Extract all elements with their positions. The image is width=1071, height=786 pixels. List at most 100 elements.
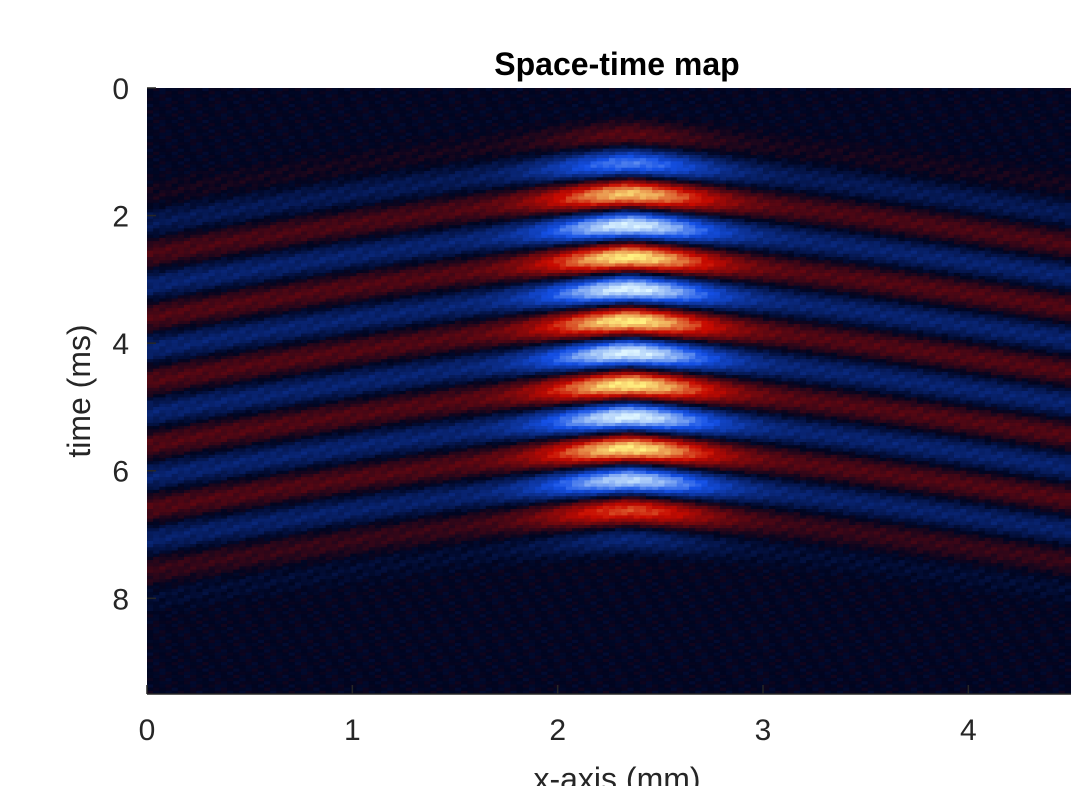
heatmap-cell <box>787 139 795 143</box>
heatmap-cell <box>923 100 930 105</box>
heatmap-cell <box>756 151 764 156</box>
heatmap-cell <box>528 139 536 143</box>
heatmap-cell <box>485 103 493 108</box>
heatmap-cell <box>775 88 783 92</box>
heatmap-cell <box>861 151 869 156</box>
heatmap-cell <box>307 107 314 111</box>
heatmap-cell <box>381 91 388 95</box>
heatmap-cell <box>1034 126 1041 131</box>
heatmap-cell <box>799 145 807 150</box>
heatmap-cell <box>947 113 955 118</box>
heatmap-cell <box>806 110 813 115</box>
heatmap-cell <box>1064 113 1071 118</box>
heatmap-cell <box>960 119 967 124</box>
heatmap-cell <box>886 123 893 127</box>
heatmap-cell <box>510 100 518 105</box>
heatmap-cell <box>270 94 277 99</box>
heatmap-cell <box>294 135 302 140</box>
heatmap-cell <box>381 113 388 118</box>
heatmap-cell <box>325 107 333 111</box>
heatmap-cell <box>325 142 333 147</box>
heatmap-cell <box>732 123 739 127</box>
heatmap-cell <box>270 88 277 92</box>
heatmap-cell <box>787 110 795 115</box>
heatmap-cell <box>639 126 647 131</box>
heatmap-cell <box>1003 97 1010 102</box>
heatmap-cell <box>245 145 253 150</box>
heatmap-cell <box>288 135 296 140</box>
heatmap-cell <box>165 97 173 102</box>
heatmap-cell <box>436 142 444 147</box>
heatmap-cell <box>855 148 863 153</box>
heatmap-cell <box>276 100 284 105</box>
heatmap-cell <box>516 107 524 111</box>
heatmap-cell <box>165 103 173 108</box>
heatmap-cell <box>159 126 167 131</box>
heatmap-cell <box>682 151 690 156</box>
heatmap-cell <box>516 88 524 92</box>
heatmap-cell <box>639 97 647 102</box>
heatmap-cell <box>664 132 672 137</box>
heatmap-cell <box>849 113 856 118</box>
heatmap-cell <box>196 123 204 127</box>
heatmap-cell <box>621 145 629 150</box>
heatmap-cell <box>239 100 247 105</box>
heatmap-cell <box>165 88 173 92</box>
heatmap-cell <box>362 116 370 121</box>
heatmap-cell <box>676 103 684 108</box>
heatmap-cell <box>461 126 468 131</box>
heatmap-cell <box>1034 116 1041 121</box>
heatmap-cell <box>479 126 487 131</box>
heatmap-cell <box>972 97 980 102</box>
heatmap-cell <box>245 142 253 147</box>
heatmap-cell <box>467 100 475 105</box>
heatmap-cell <box>498 151 505 156</box>
heatmap-cell <box>1064 142 1071 147</box>
heatmap-cell <box>621 97 629 102</box>
heatmap-cell <box>627 135 635 140</box>
heatmap-cell <box>331 100 339 105</box>
heatmap-cell <box>941 103 949 108</box>
heatmap-cell <box>553 91 561 95</box>
heatmap-cell <box>917 116 924 121</box>
heatmap-cell <box>251 142 259 147</box>
heatmap-cell <box>282 100 290 105</box>
heatmap-cell <box>867 113 875 118</box>
heatmap-cell <box>399 145 407 150</box>
heatmap-cell <box>941 129 949 134</box>
heatmap-cell <box>233 88 240 92</box>
heatmap-cell <box>270 145 277 150</box>
heatmap-cell <box>972 148 980 153</box>
heatmap-cell <box>147 110 154 115</box>
heatmap-cell <box>818 151 826 156</box>
heatmap-cell <box>337 94 345 99</box>
heatmap-cell <box>208 119 216 124</box>
heatmap-cell <box>159 97 167 102</box>
heatmap-cell <box>990 126 998 131</box>
heatmap-cell <box>522 126 530 131</box>
heatmap-cell <box>873 103 881 108</box>
heatmap-cell <box>602 145 610 150</box>
heatmap-cell <box>633 132 641 137</box>
heatmap-cell <box>448 113 456 118</box>
heatmap-cell <box>165 110 173 115</box>
heatmap-cell <box>541 113 548 118</box>
heatmap-cell <box>424 94 431 99</box>
heatmap-cell <box>165 113 173 118</box>
heatmap-cell <box>516 145 524 150</box>
heatmap-cell <box>1034 91 1041 95</box>
heatmap-cell <box>1040 145 1047 150</box>
heatmap-cell <box>183 135 191 140</box>
heatmap-cell <box>652 132 659 137</box>
heatmap-cell <box>183 126 191 131</box>
heatmap-cell <box>978 94 986 99</box>
heatmap-cell <box>886 103 893 108</box>
heatmap-cell <box>658 148 666 153</box>
heatmap-cell <box>886 151 893 156</box>
heatmap-cell <box>294 110 302 115</box>
heatmap-cell <box>756 139 764 143</box>
heatmap-cell <box>442 88 450 92</box>
heatmap-cell <box>510 119 518 124</box>
heatmap-cell <box>368 151 376 156</box>
heatmap-cell <box>904 107 912 111</box>
